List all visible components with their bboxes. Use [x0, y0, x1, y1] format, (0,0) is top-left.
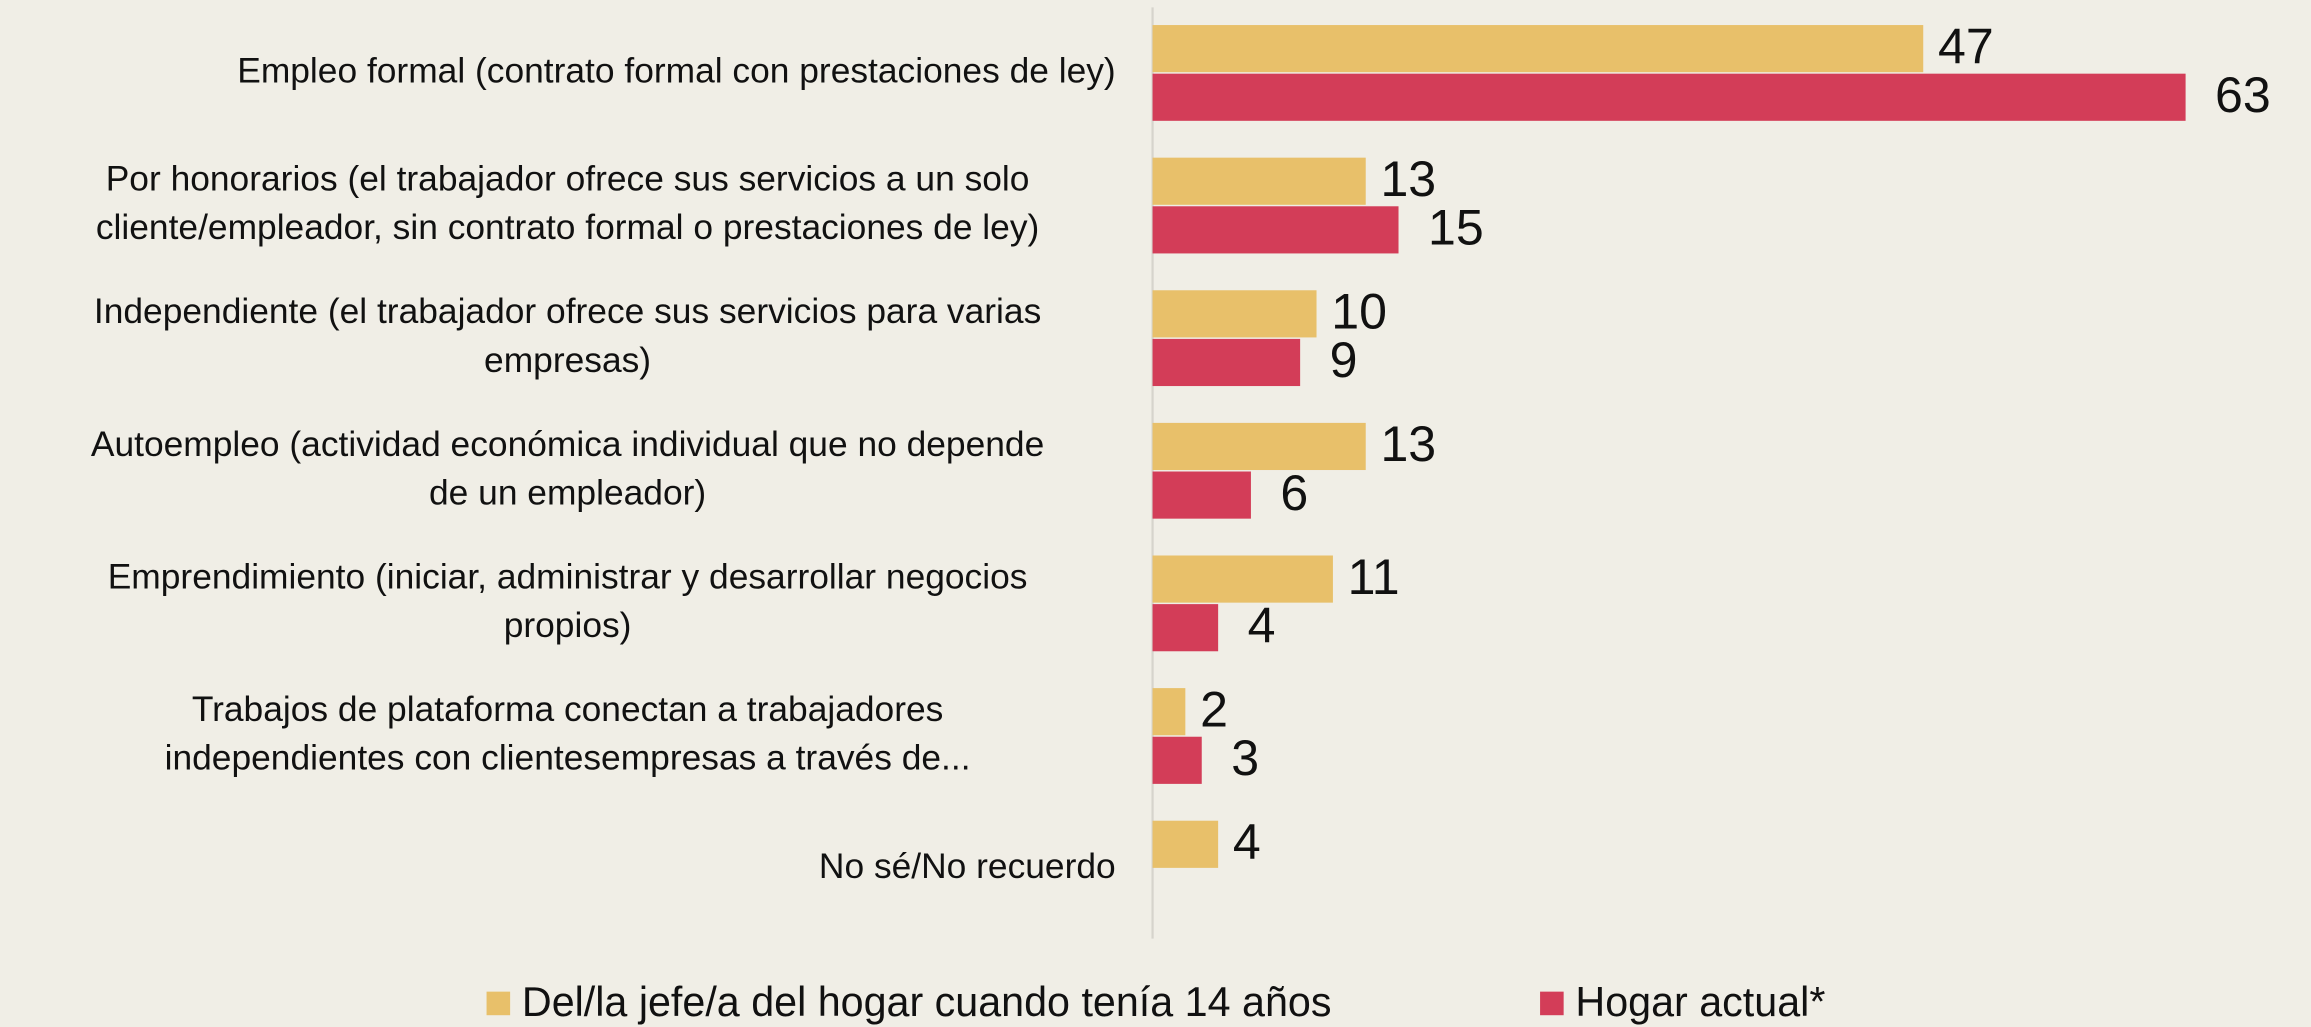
- category-label: Empleo formal (contrato formal con prest…: [237, 51, 1115, 90]
- value-label: 4: [1248, 597, 1276, 653]
- value-label: 10: [1331, 284, 1387, 340]
- bar: [1152, 338, 1301, 387]
- legend-swatch: [486, 991, 511, 1016]
- value-label: 4: [1233, 814, 1261, 870]
- legend-swatch: [1540, 991, 1564, 1016]
- value-label: 15: [1428, 200, 1484, 256]
- value-label: 11: [1348, 549, 1400, 605]
- category-label: independientes con clientesempresas a tr…: [165, 739, 971, 778]
- bar: [1152, 736, 1202, 784]
- bar: [1152, 73, 2186, 121]
- category-label: Autoempleo (actividad económica individu…: [91, 425, 1044, 464]
- category-label: Independiente (el trabajador ofrece sus …: [94, 292, 1041, 331]
- category-label: Emprendimiento (iniciar, administrar y d…: [108, 557, 1028, 596]
- bar: [1152, 290, 1317, 338]
- value-label: 63: [2215, 67, 2271, 123]
- bar: [1152, 422, 1366, 471]
- category-label: No sé/No recuerdo: [819, 847, 1116, 886]
- value-label: 47: [1938, 18, 1994, 74]
- value-label: 3: [1231, 730, 1259, 786]
- category-label: Trabajos de plataforma conectan a trabaj…: [192, 690, 944, 729]
- category-label: propios): [504, 606, 632, 645]
- bar: [1152, 604, 1219, 652]
- value-label: 6: [1280, 465, 1308, 521]
- value-label: 13: [1380, 151, 1436, 207]
- bar: [1152, 555, 1333, 603]
- category-label: empresas): [484, 341, 651, 380]
- value-label: 13: [1380, 416, 1436, 472]
- legend-label: Del/la jefe/a del hogar cuando tenía 14 …: [522, 979, 1332, 1025]
- bar: [1152, 471, 1251, 519]
- bar: [1152, 25, 1924, 73]
- category-label: cliente/empleador, sin contrato formal o…: [96, 208, 1039, 247]
- value-label: 2: [1200, 681, 1228, 737]
- bar: [1152, 157, 1366, 205]
- bar: [1152, 206, 1399, 254]
- legend-label: Hogar actual*: [1575, 979, 1825, 1025]
- bar: [1152, 820, 1219, 868]
- bar: [1152, 688, 1186, 736]
- category-label: Por honorarios (el trabajador ofrece sus…: [106, 160, 1030, 199]
- category-label: de un empleador): [429, 473, 706, 512]
- value-label: 9: [1330, 332, 1358, 388]
